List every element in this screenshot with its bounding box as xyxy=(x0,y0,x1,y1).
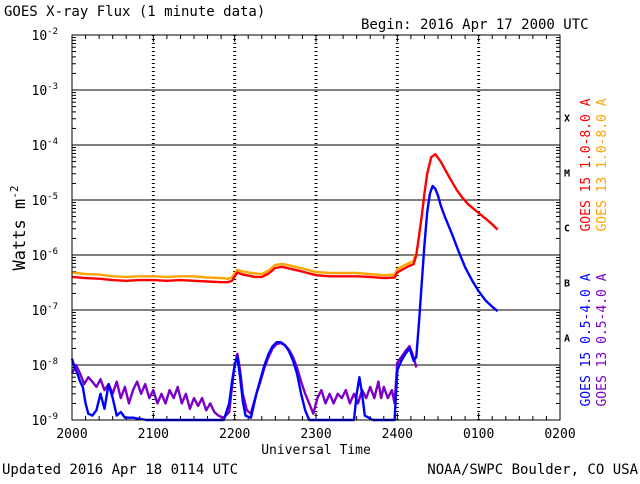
updated-label: Updated 2016 Apr 18 0114 UTC xyxy=(2,462,238,478)
y-axis-label-text: Watts m xyxy=(10,199,30,271)
credit-label: NOAA/SWPC Boulder, CO USA xyxy=(427,462,638,478)
x-tick-label: 0200 xyxy=(544,427,575,442)
x-tick-label: 2200 xyxy=(219,427,250,442)
y-tick-label: 10-2 xyxy=(32,27,59,44)
y-tick-label-base: 10 xyxy=(32,139,48,154)
series-line xyxy=(70,184,499,422)
series-line xyxy=(71,254,417,280)
y-tick-label-base: 10 xyxy=(32,359,48,374)
flare-class-label: A xyxy=(564,334,570,345)
x-tick-label: 2300 xyxy=(300,427,331,442)
flare-class-label: X xyxy=(564,114,570,125)
chart-title: GOES X-ray Flux (1 minute data) xyxy=(4,4,265,20)
y-tick-label-exponent: -6 xyxy=(47,247,58,257)
series-line xyxy=(71,153,499,284)
y-tick-label-exponent: -8 xyxy=(47,357,58,367)
y-tick-label-exponent: -5 xyxy=(47,192,58,202)
plot-frame xyxy=(71,34,561,421)
x-tick-label: 0100 xyxy=(463,427,494,442)
y-tick-label: 10-7 xyxy=(32,302,59,319)
flare-class-label: M xyxy=(564,169,570,180)
series-line xyxy=(70,341,418,419)
flare-class-label: B xyxy=(564,279,570,290)
y-tick-label-exponent: -9 xyxy=(47,412,58,422)
series-layer xyxy=(70,153,499,422)
x-axis-label: Universal Time xyxy=(261,443,371,458)
y-tick-label: 10-5 xyxy=(32,192,59,209)
y-tick-label-base: 10 xyxy=(32,304,48,319)
y-tick-label: 10-6 xyxy=(32,247,59,264)
y-tick-label-base: 10 xyxy=(32,414,48,429)
y-axis-label: Watts m-2 xyxy=(8,186,30,271)
y-tick-label: 10-3 xyxy=(32,82,59,99)
legend-entry: GOES 13 1.0-8.0 A xyxy=(595,98,610,231)
legend-entry: GOES 13 0.5-4.0 A xyxy=(595,273,610,406)
y-tick-label-base: 10 xyxy=(32,194,48,209)
y-tick-label: 10-9 xyxy=(32,412,59,429)
legend: GOES 15 1.0-8.0 A GOES 13 1.0-8.0 A GOES 1… xyxy=(579,98,610,406)
y-tick-label: 10-4 xyxy=(32,137,59,154)
y-tick-label-base: 10 xyxy=(32,84,48,99)
y-tick-label-exponent: -7 xyxy=(47,302,58,312)
x-tick-label: 2400 xyxy=(382,427,413,442)
x-axis-tick-labels: 2000 2100 2200 2300 2400 0100 0200 xyxy=(56,427,575,442)
y-tick-label-exponent: -2 xyxy=(47,27,58,37)
y-tick-label-base: 10 xyxy=(32,249,48,264)
y-tick-label-exponent: -3 xyxy=(47,82,58,92)
begin-label: Begin: 2016 Apr 17 2000 UTC xyxy=(361,17,589,33)
y-tick-label-exponent: -4 xyxy=(47,137,58,147)
x-tick-label: 2000 xyxy=(56,427,87,442)
flare-class-labels: X M C B A xyxy=(564,114,570,345)
y-axis-tick-labels: 10-210-310-410-510-610-710-810-9 xyxy=(32,27,59,429)
legend-entry: GOES 15 1.0-8.0 A xyxy=(579,98,594,231)
grid-lines xyxy=(72,35,560,420)
y-axis-label-exponent: -2 xyxy=(8,186,21,199)
y-tick-label-base: 10 xyxy=(32,29,48,44)
legend-entry: GOES 15 0.5-4.0 A xyxy=(579,273,594,406)
x-tick-label: 2100 xyxy=(138,427,169,442)
flare-class-label: C xyxy=(564,224,570,235)
y-tick-label: 10-8 xyxy=(32,357,59,374)
